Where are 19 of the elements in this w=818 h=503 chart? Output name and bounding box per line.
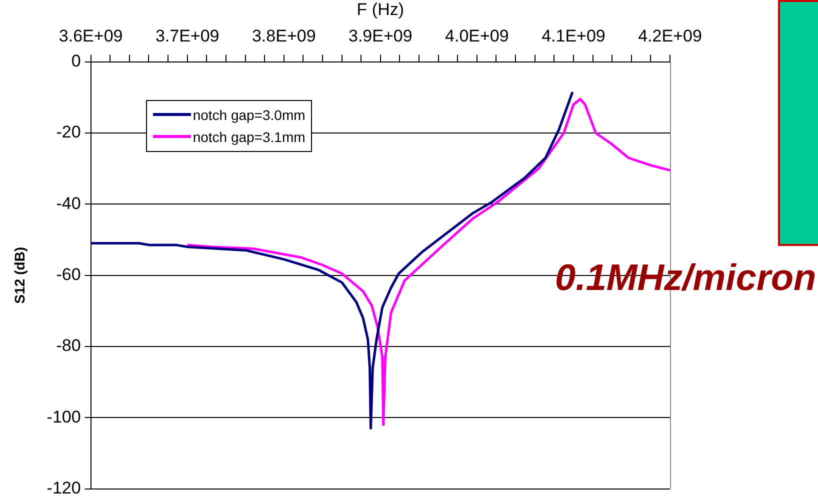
x-tick-label: 3.7E+09 (155, 26, 220, 46)
x-tick-label: 3.9E+09 (348, 26, 412, 46)
x-tick-label: 4.0E+09 (445, 26, 509, 46)
x-axis-title: F (Hz) (356, 0, 404, 19)
y-tick-label: -60 (56, 264, 81, 284)
y-tick-label: -80 (56, 336, 81, 356)
y-tick-label: -20 (56, 122, 81, 142)
x-tick-label: 3.8E+09 (252, 26, 316, 46)
y-axis-title: S12 (dB) (11, 246, 28, 304)
x-tick-label: 4.2E+09 (638, 26, 702, 46)
legend-label: notch gap=3.1mm (192, 128, 306, 145)
y-tick-label: 0 (71, 51, 81, 70)
y-tick-label: -40 (56, 194, 81, 213)
y-tick-label: -100 (46, 407, 81, 426)
legend-label: notch gap=3.0mm (192, 106, 306, 123)
annotation: 0.1MHz/micron (555, 256, 816, 299)
x-tick-label: 4.1E+09 (542, 26, 606, 46)
y-tick-label: -120 (46, 478, 81, 498)
x-tick-label: 3.6E+09 (58, 26, 123, 46)
